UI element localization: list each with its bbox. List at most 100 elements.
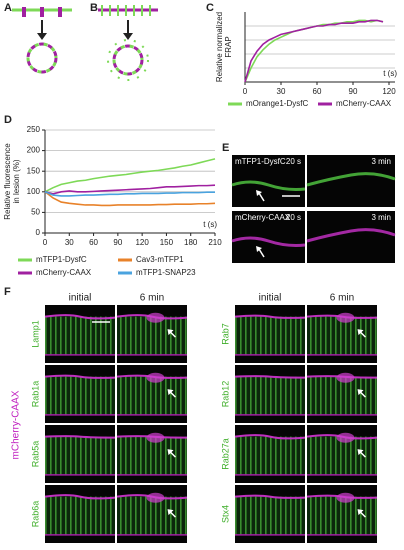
membrane: [44, 314, 116, 320]
row-label: Rab7: [220, 323, 230, 345]
lesion-patch: [336, 432, 355, 443]
panel-label: E: [222, 142, 229, 154]
x-tick-label: 120: [382, 87, 396, 96]
column-header: initial: [259, 293, 282, 304]
micrograph-cell: [307, 316, 377, 355]
y-axis-label: Relative normalized: [215, 12, 224, 82]
membrane: [44, 435, 116, 439]
time-label: 3 min: [371, 157, 391, 166]
micrograph: [234, 485, 306, 543]
micrograph-cell: [45, 436, 115, 475]
micrograph-cell: [235, 316, 305, 355]
membrane: [234, 375, 306, 379]
x-tick-label: 150: [160, 238, 174, 247]
membrane: [306, 172, 396, 187]
time-label: 3 min: [371, 213, 391, 222]
x-tick-label: 180: [184, 238, 198, 247]
membrane: [306, 228, 396, 243]
y-axis-label: in lesion (%): [12, 159, 21, 203]
x-tick-label: 90: [113, 238, 122, 247]
data-line: [244, 19, 384, 83]
micrograph: [44, 425, 116, 483]
arrow-head: [357, 509, 364, 516]
row-label: Rab1a: [30, 381, 40, 408]
arrow-head: [357, 329, 364, 336]
data-line: [44, 191, 215, 197]
diagram-a: [12, 7, 72, 74]
micrograph: [116, 425, 188, 483]
micrograph-cell: [307, 376, 377, 415]
membrane: [44, 374, 116, 379]
y-tick-label: 0: [36, 228, 41, 237]
arrow-head: [256, 190, 262, 196]
micrograph: [306, 425, 378, 483]
column-header: 6 min: [140, 293, 164, 304]
column-header: 6 min: [330, 293, 354, 304]
row-label: Rab5a: [30, 441, 40, 468]
lesion-patch: [336, 492, 355, 503]
legend-label: mCherry-CAAX: [336, 99, 392, 108]
panel-label: A: [4, 2, 12, 14]
side-label: mCherry-CAAX: [11, 390, 22, 459]
membrane: [44, 494, 116, 500]
row-label: Lamp1: [30, 320, 40, 348]
time-label: 20 s: [286, 213, 301, 222]
micrograph-cell: [45, 496, 115, 535]
panel-label: B: [90, 2, 98, 14]
micrograph: [234, 305, 306, 363]
micrograph: [306, 485, 378, 543]
data-line: [44, 184, 216, 195]
micrograph-cell: [45, 316, 115, 355]
row-label: Rab27a: [220, 438, 230, 470]
micrograph: [234, 425, 306, 483]
x-tick-label: 60: [313, 87, 322, 96]
micrograph-cell: [117, 316, 187, 355]
row-label: Rab12: [220, 381, 230, 408]
arrow-head: [167, 509, 174, 516]
diagram-b: [98, 5, 158, 81]
x-axis-label: t (s): [203, 220, 217, 229]
y-tick-label: 250: [27, 125, 41, 134]
micrograph: [116, 305, 188, 363]
legend-label: mTFP1-SNAP23: [136, 268, 196, 277]
y-tick-label: 150: [27, 166, 41, 175]
lesion-patch: [146, 372, 165, 383]
micrograph-cell: [117, 376, 187, 415]
arrow-head: [167, 329, 174, 336]
x-tick-label: 60: [89, 238, 98, 247]
micrograph-cell: [117, 436, 187, 475]
arrow-head: [357, 449, 364, 456]
arrow-head: [167, 389, 174, 396]
column-header: initial: [69, 293, 92, 304]
x-tick-label: 0: [243, 87, 248, 96]
micrograph: [116, 485, 188, 543]
membrane: [234, 314, 306, 319]
panel-label: F: [4, 286, 11, 298]
lesion-patch: [146, 492, 165, 503]
micrograph: [44, 305, 116, 363]
arrow: [258, 248, 265, 258]
data-line: [44, 191, 216, 207]
row-label: Rab6a: [30, 501, 40, 528]
micrograph: [116, 365, 188, 423]
membrane: [234, 494, 306, 499]
data-line: [244, 19, 384, 83]
micrograph-cell: [45, 376, 115, 415]
membrane: [231, 236, 306, 247]
micrograph-cell: [117, 496, 187, 535]
lesion-patch: [336, 372, 355, 383]
y-axis-label: FRAP: [224, 36, 233, 57]
lesion-patch: [336, 312, 355, 323]
micrograph-cell: [235, 376, 305, 415]
data-line: [44, 158, 216, 193]
y-tick-label: 50: [31, 208, 40, 217]
row-label: mCherry-CAAX: [235, 213, 291, 222]
micrograph: [234, 365, 306, 423]
time-label: 20 s: [286, 157, 301, 166]
x-tick-label: 90: [349, 87, 358, 96]
x-axis-label: t (s): [383, 69, 397, 78]
y-tick-label: 100: [27, 187, 41, 196]
x-tick-label: 120: [135, 238, 149, 247]
arrow-head: [256, 246, 262, 252]
x-tick-label: 210: [208, 238, 222, 247]
